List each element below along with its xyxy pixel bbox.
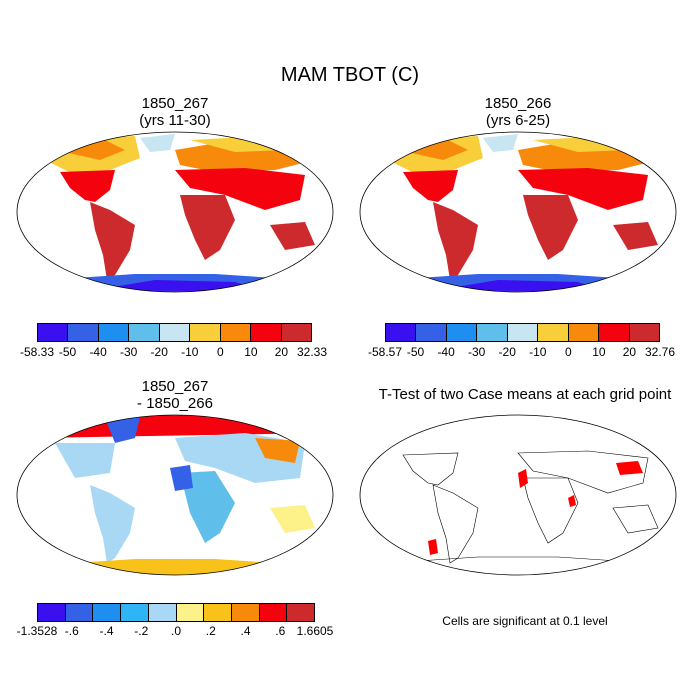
panel-2-title: 1850_266 (yrs 6-25) bbox=[358, 95, 678, 129]
significance-note: Cells are significant at 0.1 level bbox=[442, 614, 608, 628]
colorbar-swatch bbox=[159, 324, 191, 341]
colorbar-tick-label: 1.6605 bbox=[296, 624, 334, 638]
colorbar-tick-label: 10 bbox=[592, 345, 606, 359]
colorbar-tick-label: -20 bbox=[150, 345, 168, 359]
colorbar-swatch bbox=[129, 324, 160, 341]
map-panel-4 bbox=[359, 414, 677, 576]
colorbar-panel-2-labels: -58.57 -50 -40 -30 -20 -10 0 10 20 32.76 bbox=[368, 345, 675, 359]
panel-1-title: 1850_267 (yrs 11-30) bbox=[15, 95, 335, 129]
colorbar-panel-1-labels: -58.33 -50 -40 -30 -20 -10 0 10 20 32.33 bbox=[20, 345, 327, 359]
colorbar-swatch bbox=[416, 324, 447, 341]
panel-3-title-line2: - 1850_266 bbox=[137, 395, 213, 412]
colorbar-swatch bbox=[281, 324, 311, 341]
colorbar-swatch bbox=[629, 324, 659, 341]
colorbar-tick-label: -40 bbox=[437, 345, 455, 359]
colorbar-swatch bbox=[204, 604, 232, 621]
panel-4-title-line1: T-Test of two Case means at each grid po… bbox=[378, 386, 672, 403]
colorbar-panel-3-labels: -1.3528 -.6 -.4 -.2 .0 .2 .4 .6 1.6605 bbox=[17, 624, 334, 638]
colorbar-swatch bbox=[190, 324, 221, 341]
colorbar-swatch bbox=[538, 324, 569, 341]
panel-1-title-line2: (yrs 11-30) bbox=[139, 112, 211, 129]
colorbar-tick-label: 20 bbox=[622, 345, 637, 359]
colorbar-panel-3 bbox=[37, 603, 315, 622]
colorbar-tick-label: .0 bbox=[170, 624, 182, 638]
map-panel-2 bbox=[359, 131, 677, 293]
colorbar-swatch bbox=[68, 324, 99, 341]
colorbar-swatch bbox=[507, 324, 539, 341]
colorbar-tick-label: -10 bbox=[529, 345, 547, 359]
colorbar-swatch bbox=[568, 324, 600, 341]
colorbar-tick-label: -50 bbox=[58, 345, 77, 359]
colorbar-tick-label: -20 bbox=[498, 345, 516, 359]
colorbar-swatch bbox=[93, 604, 122, 621]
main-title: MAM TBOT (C) bbox=[280, 64, 420, 86]
colorbar-tick-label: -.2 bbox=[134, 624, 149, 638]
colorbar-swatch bbox=[121, 604, 149, 621]
colorbar-swatch bbox=[98, 324, 130, 341]
panel-2-title-line1: 1850_266 bbox=[484, 95, 552, 112]
colorbar-tick-label: -58.57 bbox=[367, 345, 403, 359]
colorbar-panel-1 bbox=[37, 323, 312, 342]
colorbar-swatch bbox=[231, 604, 260, 621]
colorbar-swatch bbox=[220, 324, 252, 341]
colorbar-swatch bbox=[287, 604, 315, 621]
colorbar-swatch bbox=[477, 324, 508, 341]
colorbar-tick-label: -30 bbox=[467, 345, 486, 359]
colorbar-tick-label: 32.33 bbox=[296, 345, 328, 359]
panel-4-title: T-Test of two Case means at each grid po… bbox=[350, 386, 700, 403]
map-panel-1 bbox=[16, 131, 334, 293]
colorbar-tick-label: -10 bbox=[181, 345, 199, 359]
colorbar-swatch bbox=[251, 324, 282, 341]
colorbar-swatch bbox=[599, 324, 630, 341]
colorbar-tick-label: .6 bbox=[275, 624, 286, 638]
colorbar-swatch bbox=[38, 324, 69, 341]
colorbar-tick-label: 0 bbox=[564, 345, 572, 359]
colorbar-panel-2 bbox=[385, 323, 660, 342]
panel-1-title-line1: 1850_267 bbox=[141, 95, 209, 112]
colorbar-tick-label: 32.76 bbox=[644, 345, 676, 359]
colorbar-tick-label: 0 bbox=[216, 345, 224, 359]
colorbar-tick-label: .2 bbox=[205, 624, 216, 638]
panel-2-title-line2: (yrs 6-25) bbox=[485, 112, 551, 129]
colorbar-tick-label: .4 bbox=[240, 624, 251, 638]
map-panel-3 bbox=[16, 414, 334, 576]
colorbar-swatch bbox=[38, 604, 66, 621]
colorbar-swatch bbox=[386, 324, 417, 341]
colorbar-tick-label: -1.3528 bbox=[16, 624, 58, 638]
panel-3-title-line1: 1850_267 bbox=[141, 378, 209, 395]
colorbar-swatch bbox=[259, 604, 288, 621]
colorbar-tick-label: -.6 bbox=[64, 624, 79, 638]
colorbar-tick-label: 20 bbox=[274, 345, 289, 359]
colorbar-swatch bbox=[65, 604, 94, 621]
panel-3-title: 1850_267 - 1850_266 bbox=[15, 378, 335, 412]
colorbar-tick-label: -50 bbox=[406, 345, 425, 359]
colorbar-swatch bbox=[148, 604, 177, 621]
colorbar-tick-label: -.4 bbox=[99, 624, 114, 638]
colorbar-tick-label: -58.33 bbox=[19, 345, 55, 359]
colorbar-swatch bbox=[176, 604, 205, 621]
colorbar-swatch bbox=[446, 324, 478, 341]
colorbar-tick-label: -30 bbox=[119, 345, 138, 359]
colorbar-tick-label: -40 bbox=[89, 345, 107, 359]
colorbar-tick-label: 10 bbox=[244, 345, 258, 359]
